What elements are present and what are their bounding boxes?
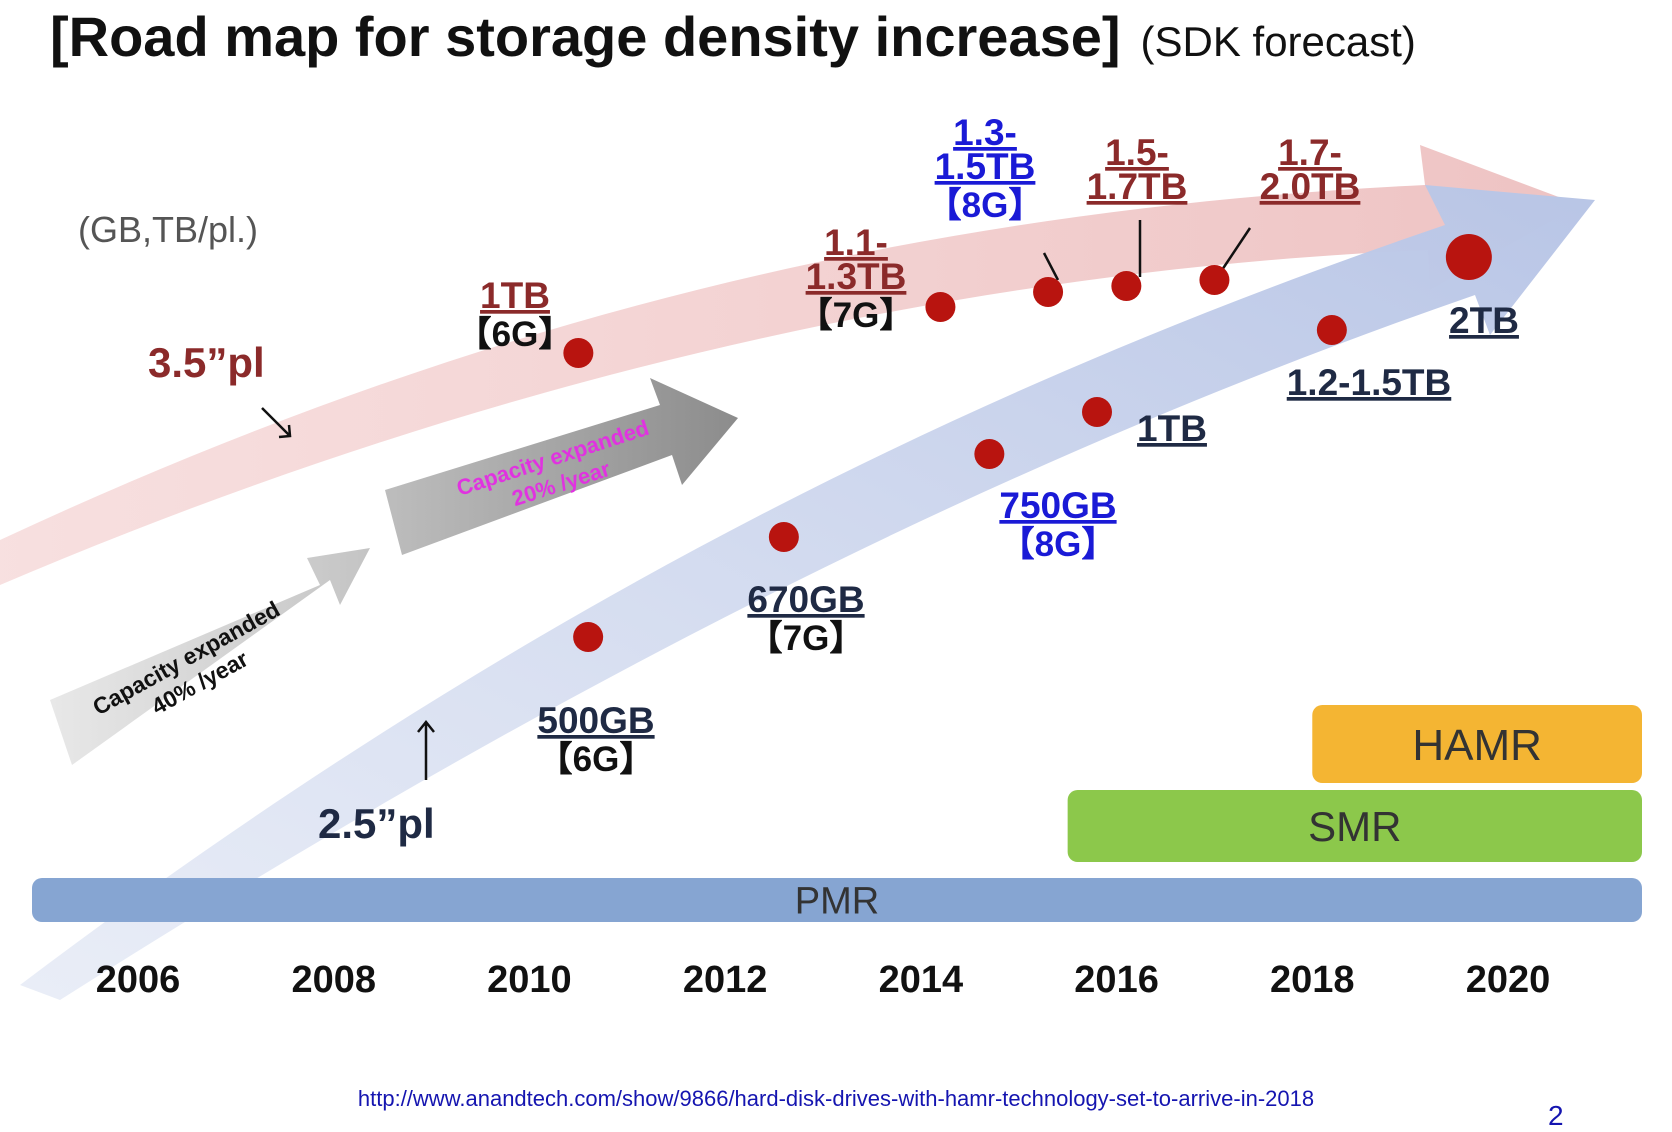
data-point bbox=[974, 439, 1005, 469]
x-tick-label: 2012 bbox=[683, 959, 768, 1001]
source-link[interactable]: http://www.anandtech.com/show/9866/hard-… bbox=[357, 1086, 1315, 1111]
arrow-25-band bbox=[20, 185, 1595, 1000]
point-generation: 【6G】 bbox=[457, 315, 574, 354]
point-generation: 【7G】 bbox=[798, 296, 915, 335]
data-point bbox=[768, 522, 799, 552]
tech-label-smr: SMR bbox=[1308, 803, 1401, 850]
point-generation: 【6G】 bbox=[538, 740, 655, 779]
point-label: 750GB bbox=[999, 485, 1116, 526]
point-label: 2TB bbox=[1449, 300, 1519, 341]
tech-label-hamr: HAMR bbox=[1412, 721, 1542, 770]
tech-label-pmr: PMR bbox=[795, 881, 879, 923]
x-axis: 2006 2008 2010 2012 2014 2016 2018 2020 bbox=[96, 959, 1551, 1001]
tech-bar-hamr bbox=[1312, 705, 1642, 783]
x-tick-label: 2018 bbox=[1270, 959, 1355, 1001]
subtitle-text: (SDK forecast) bbox=[1140, 18, 1416, 65]
tech-bar-smr bbox=[1067, 790, 1642, 862]
point-label: 1.7TB bbox=[1087, 166, 1188, 207]
point-label: 1.5- bbox=[1105, 132, 1169, 173]
data-points: 1TB【6G】1.1-1.3TB【7G】1.3-1.5TB【8G】1.5-1.7… bbox=[457, 112, 1519, 779]
point-label: 1.5TB bbox=[935, 146, 1036, 187]
page-number: 2 bbox=[1548, 1100, 1564, 1131]
point-label: 500GB bbox=[537, 700, 654, 741]
data-point bbox=[1082, 397, 1112, 427]
series-label-25: 2.5”pl bbox=[318, 800, 435, 847]
data-point bbox=[1033, 277, 1064, 307]
unit-label: (GB,TB/pl.) bbox=[78, 209, 258, 250]
point-label: 1TB bbox=[1137, 408, 1207, 449]
x-tick-label: 2010 bbox=[487, 959, 572, 1001]
point-generation: 【8G】 bbox=[927, 186, 1044, 225]
point-generation: 【7G】 bbox=[748, 619, 865, 658]
tech-bar-pmr bbox=[32, 878, 1642, 922]
data-point bbox=[925, 292, 956, 322]
point-label: 1.3- bbox=[953, 112, 1017, 153]
point-label: 1.3TB bbox=[806, 256, 907, 297]
point-label: 1TB bbox=[480, 275, 550, 316]
x-tick-label: 2020 bbox=[1466, 959, 1551, 1001]
point-label: 1.7- bbox=[1278, 132, 1342, 173]
title-text: [Road map for storage density increase] bbox=[50, 5, 1121, 68]
x-tick-label: 2016 bbox=[1074, 959, 1159, 1001]
x-tick-label: 2008 bbox=[291, 959, 376, 1001]
data-point bbox=[1111, 271, 1142, 301]
data-point bbox=[1316, 315, 1347, 345]
arrow-35-band bbox=[0, 145, 1580, 585]
leader-lines bbox=[1042, 220, 1252, 281]
x-tick-label: 2006 bbox=[96, 959, 181, 1001]
growth-arrow-40: Capacity expanded40% /year bbox=[50, 548, 370, 765]
point-label: 670GB bbox=[747, 579, 864, 620]
series-pointer-25 bbox=[417, 719, 435, 780]
series-label-35: 3.5”pl bbox=[148, 339, 265, 386]
point-generation: 【8G】 bbox=[1000, 525, 1117, 564]
data-point bbox=[1199, 265, 1230, 295]
data-point bbox=[563, 338, 594, 368]
data-point bbox=[1445, 234, 1492, 280]
series-pointer-35 bbox=[261, 407, 292, 439]
x-tick-label: 2014 bbox=[879, 959, 964, 1001]
data-point bbox=[573, 622, 604, 652]
point-label: 1.1- bbox=[824, 222, 888, 263]
page-title: [Road map for storage density increase] (… bbox=[50, 4, 1416, 69]
point-label: 2.0TB bbox=[1260, 166, 1361, 207]
point-label: 1.2-1.5TB bbox=[1287, 362, 1452, 403]
roadmap-chart: Capacity expanded40% /year Capacity expa… bbox=[0, 112, 1642, 1001]
